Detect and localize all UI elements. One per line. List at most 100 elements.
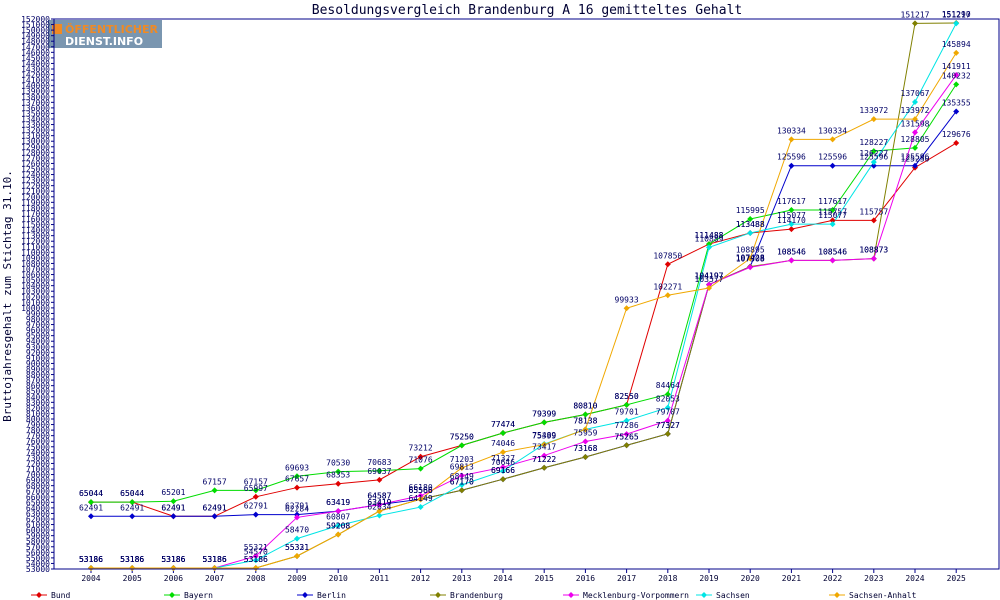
data-point: [376, 512, 383, 519]
logo-box: [48, 20, 162, 48]
data-point: [582, 453, 589, 460]
y-tick-label: 148000: [21, 37, 50, 46]
y-tick-label: 109000: [21, 254, 50, 263]
data-label: 69813: [450, 463, 474, 472]
data-label: 62491: [161, 503, 185, 512]
data-label: 110889: [695, 234, 724, 243]
data-label: 67170: [450, 477, 474, 486]
y-tick-label: 86000: [26, 382, 50, 391]
data-label: 63419: [367, 498, 391, 507]
data-label: 115757: [818, 207, 847, 216]
y-tick-label: 142000: [21, 71, 50, 80]
data-label: 55331: [285, 543, 309, 552]
data-label: 53186: [161, 555, 185, 564]
data-label: 53186: [161, 555, 185, 564]
series-line: [91, 52, 957, 569]
y-tick-label: 59000: [26, 532, 50, 541]
data-point: [788, 257, 795, 264]
y-axis-ticks: 5300054000550005600057000580005900060000…: [21, 15, 54, 574]
data-label: 79399: [532, 409, 556, 418]
series-line: [91, 23, 957, 569]
x-tick-label: 2014: [493, 574, 512, 583]
y-tick-label: 63000: [26, 509, 50, 518]
data-point: [912, 162, 918, 169]
y-tick-label: 106000: [21, 271, 50, 280]
data-label: 60807: [326, 513, 350, 522]
y-tick-label: 117000: [21, 209, 50, 218]
data-label: 62791: [285, 502, 309, 511]
data-point: [829, 207, 836, 214]
data-label: 107428: [736, 254, 765, 263]
data-label: 65997: [244, 484, 268, 493]
data-label: 82550: [615, 392, 639, 401]
data-label: 53186: [120, 555, 144, 564]
x-tick-label: 2004: [81, 574, 100, 583]
legend-label: Brandenburg: [450, 591, 503, 600]
data-label: 115077: [818, 211, 847, 220]
data-label: 71327: [491, 454, 515, 463]
data-point: [335, 508, 342, 515]
data-label: 53186: [203, 555, 227, 564]
y-tick-label: 145000: [21, 54, 50, 63]
x-tick-label: 2008: [246, 574, 265, 583]
legend-marker: [834, 592, 840, 598]
legend-label: Berlin: [317, 591, 346, 600]
y-tick-label: 121000: [21, 187, 50, 196]
x-tick-label: 2007: [205, 574, 224, 583]
data-label: 128227: [859, 138, 888, 147]
y-tick-label: 94000: [26, 337, 50, 346]
data-label: 107428: [736, 254, 765, 263]
y-tick-label: 104000: [21, 282, 50, 291]
data-point: [829, 257, 836, 264]
data-label: 71222: [532, 455, 556, 464]
data-point: [829, 221, 836, 228]
data-point: [747, 255, 754, 262]
data-label: 130334: [818, 126, 847, 135]
data-label: 53186: [79, 555, 103, 564]
data-label: 53186: [244, 555, 268, 564]
data-label: 80810: [573, 402, 597, 411]
data-label: 55321: [285, 543, 309, 552]
data-label: 65044: [120, 489, 144, 498]
y-tick-label: 107000: [21, 265, 50, 274]
y-tick-label: 88000: [26, 371, 50, 380]
data-label: 64149: [409, 494, 433, 503]
y-tick-label: 150000: [21, 26, 50, 35]
y-tick-label: 89000: [26, 365, 50, 374]
data-point: [294, 514, 300, 521]
y-tick-label: 139000: [21, 87, 50, 96]
legend-label: Bund: [51, 591, 70, 600]
data-label: 73168: [573, 444, 597, 453]
data-label: 53186: [203, 555, 227, 564]
y-tick-label: 79000: [26, 421, 50, 430]
series-points: [88, 19, 960, 571]
y-tick-label: 64000: [26, 504, 50, 513]
y-tick-label: 135000: [21, 109, 50, 118]
y-tick-label: 72000: [26, 459, 50, 468]
y-tick-label: 147000: [21, 43, 50, 52]
y-tick-label: 73000: [26, 454, 50, 463]
data-label: 70530: [326, 459, 350, 468]
data-point: [211, 513, 218, 520]
data-label: 62634: [367, 502, 391, 511]
data-point: [417, 492, 424, 499]
data-label: 67170: [450, 477, 474, 486]
data-label: 129676: [942, 130, 971, 139]
data-point: [376, 476, 383, 483]
data-point: [294, 535, 300, 542]
data-point: [870, 162, 877, 169]
data-point: [664, 292, 671, 299]
data-point: [623, 417, 630, 424]
legend-marker: [169, 592, 175, 598]
data-label: 53186: [79, 555, 103, 564]
logo-line2: DIENST.INFO: [65, 35, 143, 48]
data-label: 53186: [244, 555, 268, 564]
y-tick-label: 120000: [21, 193, 50, 202]
data-point: [541, 452, 548, 459]
data-label: 79399: [532, 409, 556, 418]
data-label: 65566: [409, 486, 433, 495]
data-point: [788, 226, 795, 233]
y-tick-label: 75000: [26, 443, 50, 452]
y-tick-label: 71000: [26, 465, 50, 474]
data-label: 115995: [736, 206, 765, 215]
